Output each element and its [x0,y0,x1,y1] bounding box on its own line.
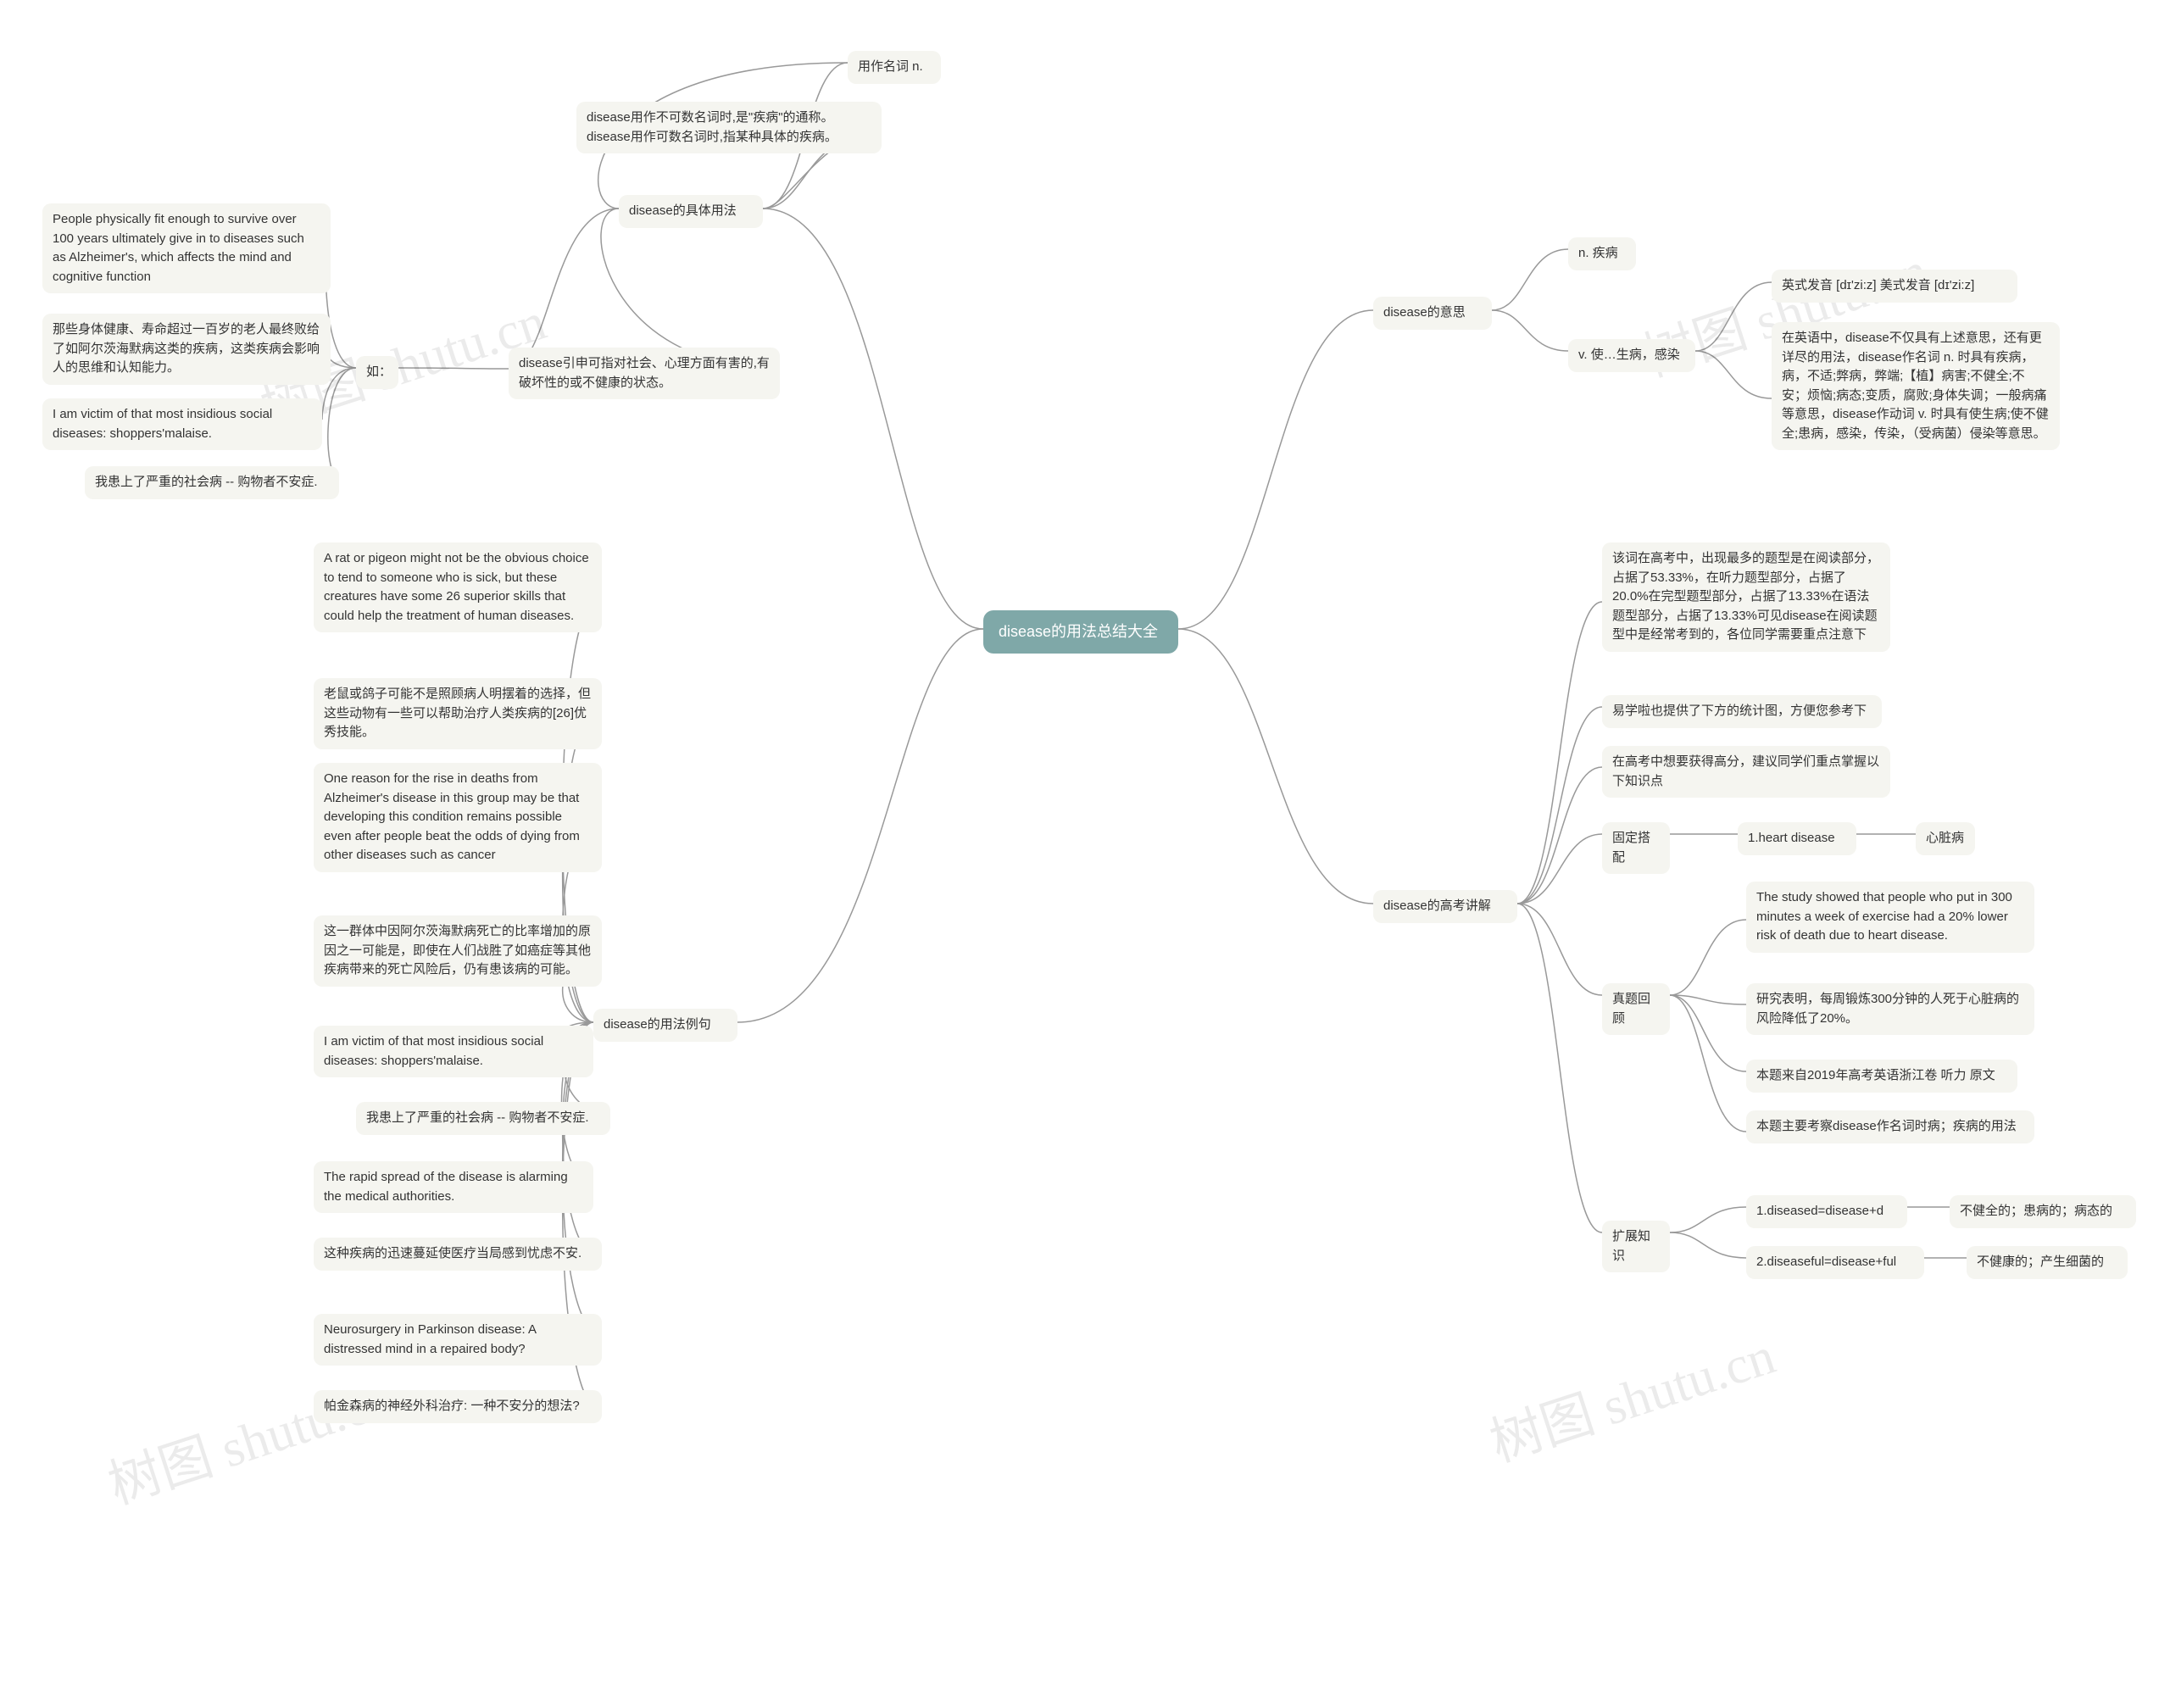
gaokao-child-2[interactable]: 在高考中想要获得高分，建议同学们重点掌握以下知识点 [1602,746,1890,798]
watermark: 树图 shutu.cn [97,1355,402,1518]
gaokao-child-0[interactable]: 该词在高考中，出现最多的题型是在阅读部分，占据了53.33%，在听力题型部分，占… [1602,542,1890,652]
branch-gaokao[interactable]: disease的高考讲解 [1373,890,1517,923]
examples-child-4[interactable]: I am victim of that most insidious socia… [314,1026,593,1077]
gaokao-child-5-child-1[interactable]: 2.diseaseful=disease+ful [1746,1246,1924,1279]
gaokao-child-5-child-0[interactable]: 1.diseased=disease+d [1746,1195,1907,1228]
examples-child-7[interactable]: 这种疾病的迅速蔓延使医疗当局感到忧虑不安. [314,1238,602,1271]
gaokao-child-5-child-0-child-0[interactable]: 不健全的；患病的；病态的 [1950,1195,2136,1228]
examples-child-3[interactable]: 这一群体中因阿尔茨海默病死亡的比率增加的原因之一可能是，即使在人们战胜了如癌症等… [314,915,602,987]
usage-child-0[interactable]: 用作名词 n. [848,51,941,84]
gaokao-child-3-child-0[interactable]: 1.heart disease [1738,822,1856,855]
branch-examples[interactable]: disease的用法例句 [593,1009,737,1042]
meaning-child-1-child-1[interactable]: 在英语中，disease不仅具有上述意思，还有更详尽的用法，disease作名词… [1772,322,2060,450]
gaokao-child-5[interactable]: 扩展知识 [1602,1221,1670,1272]
usage-child-2-child-0-child-3[interactable]: 我患上了严重的社会病 -- 购物者不安症. [85,466,339,499]
usage-child-2-child-0-child-0[interactable]: People physically fit enough to survive … [42,203,331,293]
meaning-child-0[interactable]: n. 疾病 [1568,237,1636,270]
examples-child-9[interactable]: 帕金森病的神经外科治疗: 一种不安分的想法? [314,1390,602,1423]
examples-child-5[interactable]: 我患上了严重的社会病 -- 购物者不安症. [356,1102,610,1135]
examples-child-1[interactable]: 老鼠或鸽子可能不是照顾病人明摆着的选择，但这些动物有一些可以帮助治疗人类疾病的[… [314,678,602,749]
meaning-child-1-child-0[interactable]: 英式发音 [dɪ'zi:z] 美式发音 [dɪ'zi:z] [1772,270,2017,303]
gaokao-child-4-child-1[interactable]: 研究表明，每周锻炼300分钟的人死于心脏病的风险降低了20%。 [1746,983,2034,1035]
examples-child-2[interactable]: One reason for the rise in deaths from A… [314,763,602,872]
meaning-child-1[interactable]: v. 使…生病，感染 [1568,339,1695,372]
examples-child-0[interactable]: A rat or pigeon might not be the obvious… [314,542,602,632]
watermark: 树图 shutu.cn [1479,1312,1783,1476]
gaokao-child-4-child-2[interactable]: 本题来自2019年高考英语浙江卷 听力 原文 [1746,1060,2017,1093]
gaokao-child-4-child-3[interactable]: 本题主要考察disease作名词时病；疾病的用法 [1746,1110,2034,1143]
branch-meaning[interactable]: disease的意思 [1373,297,1492,330]
gaokao-child-1[interactable]: 易学啦也提供了下方的统计图，方便您参考下 [1602,695,1882,728]
usage-child-2-child-0-child-2[interactable]: I am victim of that most insidious socia… [42,398,322,450]
gaokao-child-5-child-1-child-0[interactable]: 不健康的；产生细菌的 [1967,1246,2128,1279]
root-node[interactable]: disease的用法总结大全 [983,610,1178,654]
gaokao-child-3-child-0-child-0[interactable]: 心脏病 [1916,822,1975,855]
usage-child-1[interactable]: disease用作不可数名词时,是"疾病"的通称。disease用作可数名词时,… [576,102,882,153]
gaokao-child-3[interactable]: 固定搭配 [1602,822,1670,874]
gaokao-child-4[interactable]: 真题回顾 [1602,983,1670,1035]
branch-usage[interactable]: disease的具体用法 [619,195,763,228]
examples-child-6[interactable]: The rapid spread of the disease is alarm… [314,1161,593,1213]
usage-child-2-child-0-child-1[interactable]: 那些身体健康、寿命超过一百岁的老人最终败给了如阿尔茨海默病这类的疾病，这类疾病会… [42,314,331,385]
examples-child-8[interactable]: Neurosurgery in Parkinson disease: A dis… [314,1314,602,1366]
gaokao-child-4-child-0[interactable]: The study showed that people who put in … [1746,882,2034,953]
usage-child-2-child-0[interactable]: 如： [356,356,398,389]
usage-child-2[interactable]: disease引申可指对社会、心理方面有害的,有破坏性的或不健康的状态。 [509,348,780,399]
